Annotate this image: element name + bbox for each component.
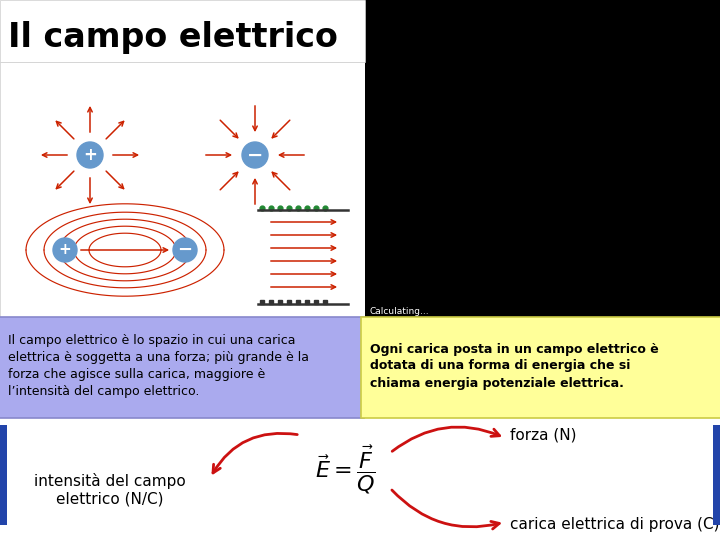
Text: carica elettrica di prova (C): carica elettrica di prova (C) (510, 517, 719, 532)
Circle shape (242, 142, 268, 168)
FancyBboxPatch shape (0, 62, 365, 320)
Text: Il campo elettrico: Il campo elettrico (8, 22, 338, 55)
Text: +: + (83, 146, 97, 164)
Circle shape (53, 238, 77, 262)
Text: Ogni carica posta in un campo elettrico è
dotata di una forma di energia che si
: Ogni carica posta in un campo elettrico … (370, 342, 659, 389)
FancyBboxPatch shape (0, 425, 7, 525)
Text: −: − (247, 145, 264, 165)
FancyBboxPatch shape (713, 425, 720, 525)
Text: +: + (58, 242, 71, 258)
FancyBboxPatch shape (0, 415, 720, 540)
FancyBboxPatch shape (361, 317, 720, 418)
Text: Calculating...: Calculating... (370, 307, 430, 316)
FancyBboxPatch shape (0, 0, 365, 62)
FancyBboxPatch shape (365, 0, 720, 320)
Text: intensità del campo
elettrico (N/C): intensità del campo elettrico (N/C) (34, 473, 186, 507)
Text: forza (N): forza (N) (510, 428, 577, 442)
Text: $\vec{E} = \dfrac{\vec{F}}{Q}$: $\vec{E} = \dfrac{\vec{F}}{Q}$ (315, 444, 375, 496)
FancyBboxPatch shape (0, 317, 364, 418)
Text: Il campo elettrico è lo spazio in cui una carica
elettrica è soggetta a una forz: Il campo elettrico è lo spazio in cui un… (8, 334, 309, 398)
Text: −: − (177, 241, 192, 259)
Circle shape (173, 238, 197, 262)
Circle shape (77, 142, 103, 168)
